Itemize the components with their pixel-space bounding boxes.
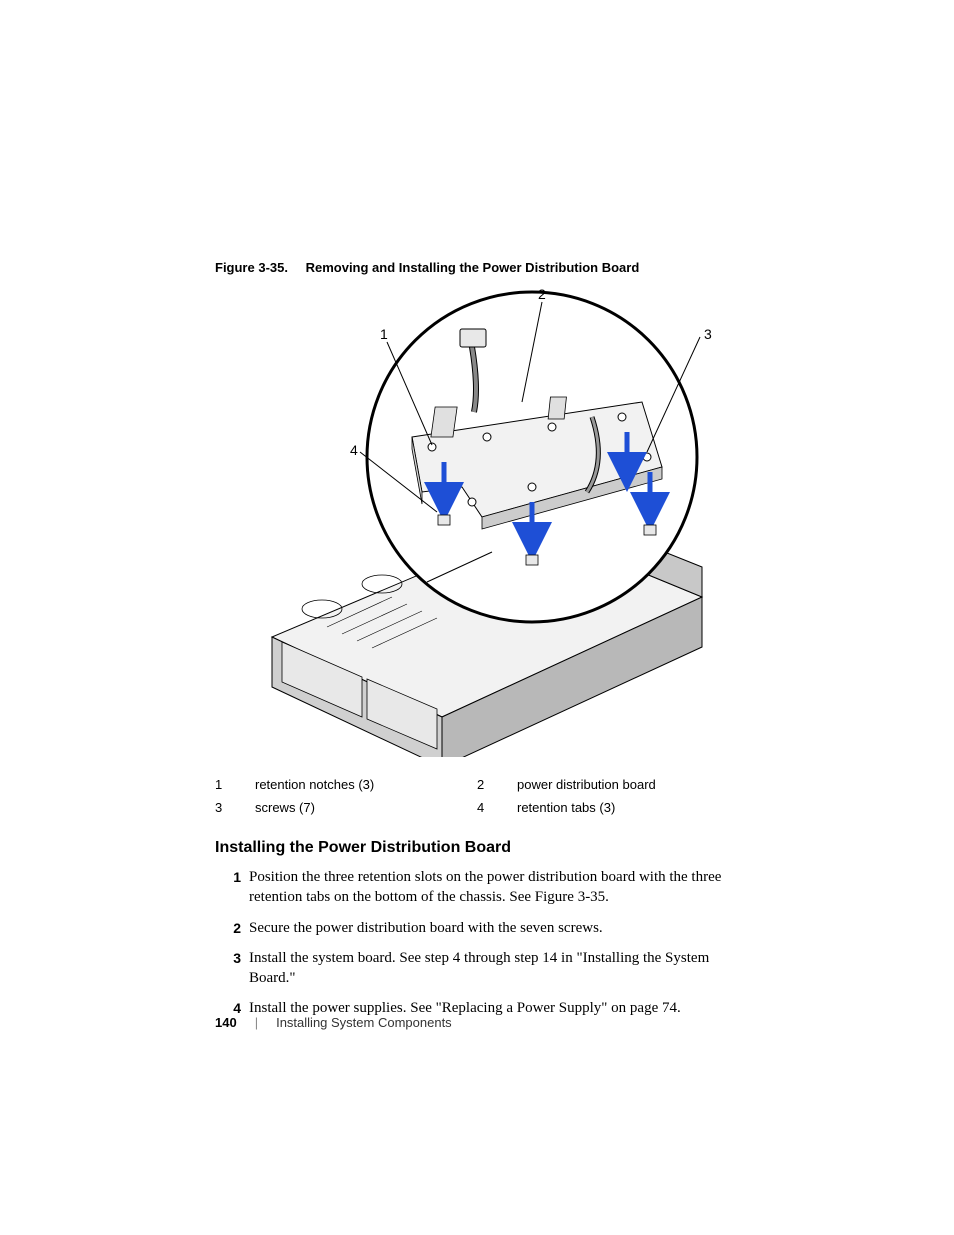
figure-title: Removing and Installing the Power Distri… (306, 260, 640, 275)
section-heading: Installing the Power Distribution Board (215, 839, 739, 857)
step-number: 1 (215, 867, 249, 908)
steps-list: 1 Position the three retention slots on … (215, 867, 739, 1019)
footer-divider: | (255, 1015, 258, 1030)
figure-legend: 1 retention notches (3) 2 power distribu… (215, 777, 739, 815)
step-number: 3 (215, 948, 249, 989)
legend-row: 3 screws (7) 4 retention tabs (3) (215, 800, 739, 815)
legend-text: screws (7) (255, 800, 477, 815)
step-item: 1 Position the three retention slots on … (215, 867, 739, 908)
step-text: Secure the power distribution board with… (249, 918, 739, 938)
magnified-view (367, 292, 697, 622)
page-footer: 140 | Installing System Components (215, 1015, 739, 1030)
figure-caption: Figure 3-35. Removing and Installing the… (215, 260, 739, 275)
step-number: 2 (215, 918, 249, 938)
legend-row: 1 retention notches (3) 2 power distribu… (215, 777, 739, 792)
step-text: Install the system board. See step 4 thr… (249, 948, 739, 989)
callout-4: 4 (350, 442, 358, 458)
footer-section-name: Installing System Components (276, 1015, 452, 1030)
legend-num: 4 (477, 800, 517, 815)
callout-2: 2 (538, 287, 546, 302)
legend-text: retention notches (3) (255, 777, 477, 792)
page-number: 140 (215, 1015, 237, 1030)
legend-num: 1 (215, 777, 255, 792)
legend-text: retention tabs (3) (517, 800, 739, 815)
legend-num: 2 (477, 777, 517, 792)
callout-1: 1 (380, 326, 388, 342)
figure-number: Figure 3-35. (215, 260, 288, 275)
legend-text: power distribution board (517, 777, 739, 792)
document-page: Figure 3-35. Removing and Installing the… (0, 0, 954, 1235)
legend-num: 3 (215, 800, 255, 815)
step-item: 2 Secure the power distribution board wi… (215, 918, 739, 938)
figure-diagram: 1 2 3 4 (232, 287, 722, 757)
step-text: Position the three retention slots on th… (249, 867, 739, 908)
callout-3: 3 (704, 326, 712, 342)
step-item: 3 Install the system board. See step 4 t… (215, 948, 739, 989)
